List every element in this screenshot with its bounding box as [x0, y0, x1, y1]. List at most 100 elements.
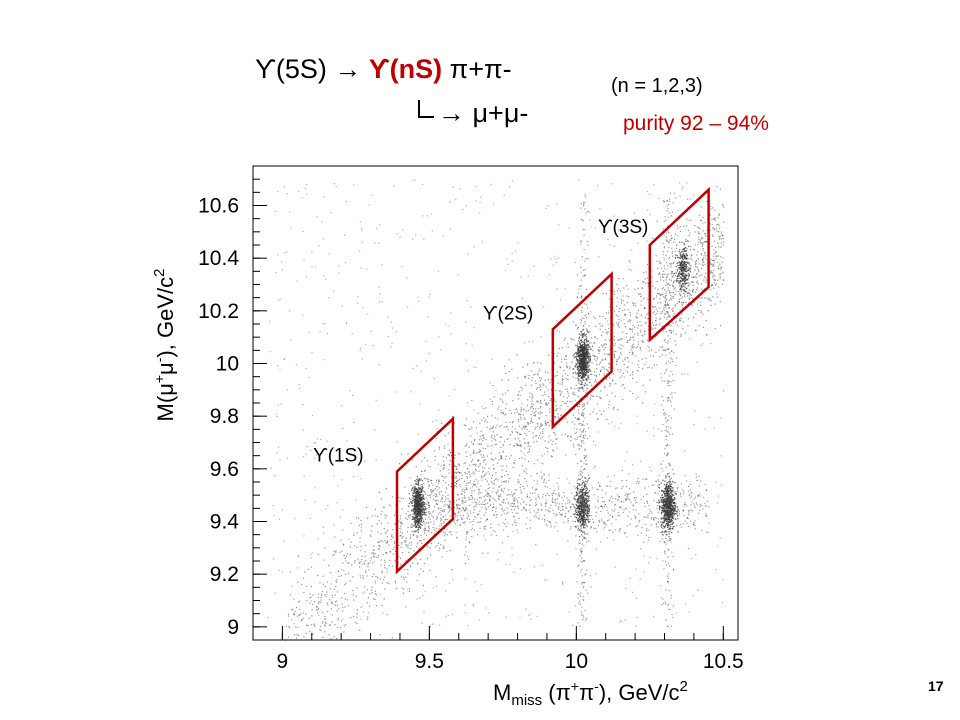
data-point: [384, 514, 386, 516]
data-point: [581, 414, 583, 416]
data-point: [376, 594, 378, 596]
data-point: [372, 552, 374, 554]
data-point: [377, 557, 379, 559]
data-point: [625, 336, 627, 338]
data-point: [578, 542, 580, 544]
data-point: [574, 417, 577, 419]
data-point: [312, 604, 314, 606]
data-point: [601, 366, 603, 368]
data-point: [614, 504, 616, 506]
data-point: [331, 621, 333, 623]
data-point: [365, 268, 368, 270]
data-point: [667, 335, 669, 337]
data-point: [507, 474, 509, 476]
data-point: [276, 452, 278, 454]
data-point: [535, 426, 537, 429]
data-point: [428, 502, 430, 504]
data-point: [680, 294, 682, 296]
data-point: [700, 311, 702, 314]
data-point: [416, 513, 418, 515]
data-point: [439, 470, 441, 472]
data-point: [599, 315, 601, 317]
data-point: [660, 597, 662, 599]
data-point: [459, 188, 461, 190]
data-point: [502, 491, 504, 493]
data-point: [301, 619, 303, 621]
data-point: [617, 494, 619, 496]
decay-suffix: π+π-: [442, 54, 512, 84]
data-point: [396, 441, 398, 443]
data-point: [436, 431, 438, 433]
data-point: [378, 520, 380, 522]
data-point: [704, 241, 706, 243]
data-point: [637, 332, 639, 334]
data-point: [547, 205, 549, 207]
data-point: [360, 524, 363, 526]
data-point: [712, 255, 715, 257]
data-point: [538, 370, 540, 372]
data-point: [625, 508, 627, 510]
data-point: [605, 359, 607, 361]
data-point: [402, 552, 404, 554]
data-point: [401, 541, 403, 543]
data-point: [277, 404, 279, 406]
data-point: [667, 216, 670, 218]
data-point: [710, 272, 712, 274]
data-point: [674, 233, 676, 235]
data-point: [543, 478, 545, 480]
data-point: [615, 383, 617, 385]
data-point: [533, 362, 535, 364]
data-point: [518, 497, 520, 499]
data-point: [595, 444, 597, 446]
data-point: [485, 463, 487, 465]
data-point: [493, 437, 495, 440]
data-point: [635, 355, 637, 357]
data-point: [575, 548, 577, 550]
data-point: [374, 508, 376, 510]
data-point: [577, 395, 579, 397]
data-point: [475, 516, 477, 518]
data-point: [418, 300, 420, 302]
data-point: [476, 503, 478, 505]
data-point: [517, 500, 519, 502]
data-point: [661, 325, 663, 327]
data-point: [317, 553, 319, 555]
data-point: [713, 240, 715, 242]
data-point: [547, 520, 549, 522]
data-point: [635, 398, 637, 400]
data-point: [584, 208, 586, 210]
data-point: [588, 325, 590, 327]
data-point: [497, 524, 500, 526]
data-point: [328, 297, 330, 299]
data-point: [540, 402, 542, 404]
data-point: [429, 496, 431, 498]
data-point: [540, 399, 542, 402]
data-point: [569, 528, 571, 530]
data-point: [601, 344, 603, 346]
data-point: [639, 347, 641, 349]
data-point: [458, 464, 460, 466]
data-point: [666, 295, 668, 297]
data-point: [447, 512, 449, 514]
data-point: [462, 488, 464, 490]
data-point: [513, 493, 515, 495]
data-point: [667, 284, 669, 286]
data-point: [586, 463, 588, 465]
data-point: [641, 358, 643, 360]
data-point: [586, 403, 588, 405]
data-point: [550, 420, 552, 422]
data-point: [701, 245, 703, 247]
data-point: [477, 483, 479, 485]
data-point: [588, 427, 590, 429]
data-point: [501, 490, 503, 492]
data-point: [443, 521, 445, 523]
data-point: [446, 534, 449, 536]
data-point: [366, 602, 368, 604]
data-point: [426, 500, 428, 502]
data-point: [560, 404, 562, 407]
data-point: [555, 262, 558, 264]
data-point: [379, 634, 381, 636]
data-point: [360, 527, 362, 529]
data-point: [653, 500, 655, 502]
data-point: [556, 288, 558, 290]
